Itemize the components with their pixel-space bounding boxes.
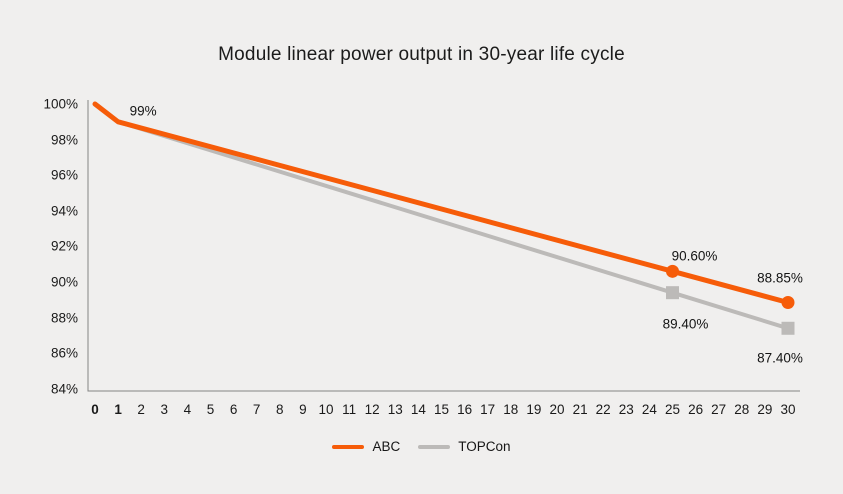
series-line-abc — [92, 101, 791, 305]
x-tick-label: 4 — [183, 402, 192, 417]
axis-lines — [87, 100, 800, 392]
x-tick-label: 20 — [549, 402, 565, 417]
x-tick-label: 29 — [757, 402, 773, 417]
x-tick-label: 28 — [734, 402, 750, 417]
x-tick-label: 18 — [503, 402, 519, 417]
y-tick-label: 96% — [50, 167, 78, 183]
x-tick-label: 14 — [410, 402, 426, 417]
x-tick-label: 16 — [457, 402, 473, 417]
legend-label: ABC — [372, 439, 401, 454]
x-tick-label: 25 — [664, 402, 681, 417]
legend-label: TOPCon — [458, 439, 511, 454]
x-tick-label: 30 — [780, 402, 796, 417]
legend-item-topcon: TOPCon — [418, 439, 511, 454]
y-tick-label: 88% — [50, 310, 78, 326]
legend-item-abc: ABC — [332, 439, 400, 454]
y-tick-label: 90% — [50, 274, 78, 290]
series-line-topcon — [93, 102, 790, 331]
x-tick-label: 5 — [206, 402, 215, 417]
chart-title: Module linear power output in 30-year li… — [218, 44, 625, 65]
x-tick-label: 17 — [480, 402, 496, 417]
x-tick-label: 12 — [364, 402, 380, 417]
x-tick-label: 21 — [572, 402, 588, 417]
data-label: 88.85% — [757, 270, 803, 286]
x-tick-label: 15 — [433, 402, 450, 417]
data-label: 87.40% — [757, 350, 803, 366]
x-tick-label: 6 — [229, 402, 238, 417]
x-tick-label: 23 — [618, 402, 634, 417]
data-label: 99% — [129, 103, 157, 119]
marker-square-topcon-25 — [666, 286, 679, 300]
y-tick-label: 92% — [50, 238, 78, 254]
legend-swatch-abc — [332, 444, 365, 449]
x-tick-label: 7 — [252, 402, 261, 417]
x-tick-label: 0 — [91, 402, 99, 417]
x-tick-label: 9 — [299, 402, 307, 417]
y-tick-label: 84% — [50, 381, 78, 397]
x-tick-label: 24 — [641, 402, 657, 417]
x-tick-label: 2 — [137, 402, 145, 417]
x-tick-label: 11 — [342, 402, 357, 417]
x-tick-label: 19 — [526, 402, 542, 417]
x-tick-label: 10 — [318, 402, 334, 417]
y-tick-label: 98% — [50, 132, 78, 148]
legend: ABC TOPCon — [0, 439, 843, 454]
y-tick-label: 94% — [50, 203, 78, 219]
marker-square-topcon-30 — [781, 321, 795, 335]
x-tick-label: 8 — [276, 402, 284, 417]
legend-swatch-topcon — [418, 444, 451, 449]
data-label: 89.40% — [662, 316, 709, 332]
y-tick-label: 100% — [43, 96, 78, 112]
y-tick-label: 86% — [50, 345, 78, 361]
x-tick-label: 27 — [711, 402, 727, 417]
x-tick-label: 26 — [688, 402, 704, 417]
marker-circle-abc-25 — [666, 264, 679, 278]
x-tick-label: 22 — [595, 402, 611, 417]
x-tick-label: 13 — [387, 402, 403, 417]
x-tick-label: 3 — [160, 402, 169, 417]
marker-circle-abc-30 — [781, 295, 795, 309]
x-tick-label: 1 — [114, 402, 122, 417]
data-label: 90.60% — [671, 248, 718, 264]
